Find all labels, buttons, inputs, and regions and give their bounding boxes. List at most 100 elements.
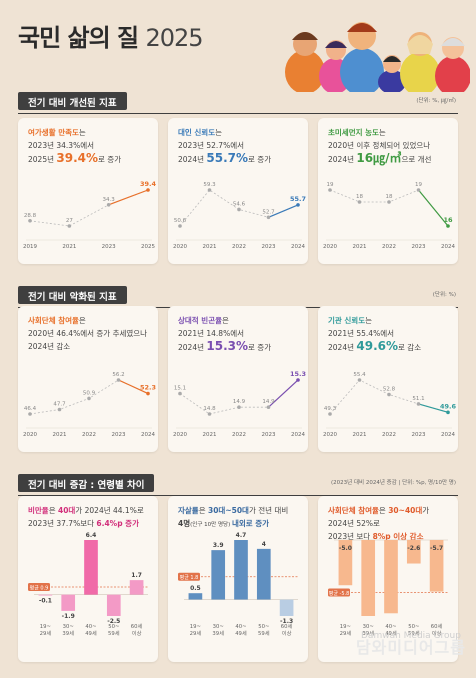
volunteer-label: 사회단체 참여율 [328,506,379,515]
improved-unit: (단위: %, ㎍/㎥) [416,98,456,104]
card-isolation-text: 상대적 빈곤율은 2021년 14.8%에서 2024년 15.3%로 증가 [178,314,314,354]
card-institution-text: 기관 신뢰도는 2021년 55.4%에서 2024년 49.6%로 감소 [328,314,464,354]
worsened-section-header: 전기 대비 악화된 지표 [18,286,457,308]
series-line [329,379,449,415]
bar [234,540,248,600]
leisure-label-suffix: 는 [78,128,86,137]
improved-section-header: 전기 대비 개선된 지표 [18,92,457,114]
data-label: 46.4 [24,406,37,412]
x-tick-label: 2025 [141,244,155,250]
x-tick-label: 39세 [62,629,74,637]
average-badge [178,572,200,581]
data-point [106,203,111,207]
trust-line3-prefix: 2024년 [178,155,207,164]
data-label: 52.8 [383,386,396,392]
data-label: 55.4 [353,372,366,378]
data-point [357,378,362,382]
worsened-section-title: 전기 대비 악화된 지표 [28,292,117,303]
bar-value-label: 4 [262,541,266,548]
bar [38,594,53,596]
series-line-highlight [418,403,449,413]
data-label: 52.3 [140,384,156,392]
x-tick-label: 2022 [232,244,246,250]
data-label: 39.4 [140,180,157,188]
bar-value-label: -1.9 [62,613,75,620]
institution-line3-prefix: 2024년 [328,343,357,352]
data-label: 15.1 [174,386,186,392]
x-tick-label: 2020 [173,432,187,438]
data-label: 50.6 [174,218,187,224]
x-tick-label: 50~ [258,624,269,630]
gloom-t1b: 은 [48,506,58,515]
bar-value-label: 3.9 [213,542,224,549]
series-line-highlight [118,379,149,395]
bar-value-label: 6.4 [86,532,97,539]
bar [211,550,226,600]
x-tick-label: 49세 [85,629,97,637]
dust-line3-prefix: 2024년 [328,155,357,164]
bar-value-label: 1.7 [131,572,142,579]
dust-label-suffix: 는 [378,128,386,137]
x-tick-label: 2024 [441,244,455,250]
data-point [387,200,391,204]
x-tick-label: 2023 [102,244,116,250]
x-tick-label: 49세 [385,629,397,637]
data-point [416,402,421,406]
card-gloom-text: 비만율은 40대가 2024년 44.1%로 2023년 37.7%보다 6.4… [28,504,164,530]
chart-trust: 50.6 2020 59.3 2021 54.6 2022 52.7 2023 55.7 2024 [173,182,306,250]
x-tick-label: 2023 [262,432,276,438]
data-point [357,200,362,204]
isolation-label-suffix: 은 [222,316,229,325]
x-tick-label: 2024 [291,244,305,250]
card-dust: 초미세먼지 농도는 2020년 이후 정체되어 있었으나 2024년 16㎍/㎥… [318,118,458,264]
bar-value-label: -5.0 [339,545,352,552]
x-tick-label: 2020 [323,244,337,250]
x-tick-label: 30~ [63,624,74,630]
x-tick-label: 2021 [203,432,217,438]
card-leisure-text: 여가생활 만족도는 2023년 34.3%에서 2025년 39.4%로 증가 [28,126,164,166]
bar-value-label: -0.1 [39,598,52,605]
suicide-count: 4명 [178,519,191,528]
institution-line2: 2021년 55.4%에서 [328,329,394,338]
x-tick-label: 2020 [173,244,187,250]
data-point [237,405,241,409]
social-label: 사회단체 참여율 [28,316,79,325]
suicide-t1d: 가 전년 대비 [248,506,289,515]
suicide-increase: 내외로 증가 [231,519,270,528]
x-tick-label: 2020 [323,432,337,438]
x-tick-label: 30~ [363,624,374,630]
data-label: 19 [327,182,334,188]
card-suicide: 자살률은 30대~50대가 전년 대비 4명(인구 10만 명당) 내외로 증가… [168,496,308,662]
leisure-line3-suffix: 로 증가 [98,155,122,164]
dust-line2: 2020년 이후 정체되어 있었으나 [328,141,431,150]
gloom-label: 비만율 [28,506,49,515]
isolation-line3-suffix: 로 증가 [248,343,272,352]
data-point [266,405,271,409]
bar [429,540,444,592]
x-tick-label: 2022 [82,432,96,438]
data-point [146,391,150,396]
age-section-title: 전기 대비 증감 : 연령별 차이 [28,480,145,491]
data-point [146,188,150,192]
x-tick-label: 50~ [108,624,119,630]
leisure-line2: 2023년 34.3%에서 [28,141,94,150]
bar [106,594,121,616]
bar-value-label: -5.7 [430,545,443,552]
chart-suicide: 평균 1.8 0.5 19~29세 3.9 30~39세 4.7 40~49세 4 50~59세… [178,532,298,637]
data-label: 56.2 [112,372,124,378]
x-tick-label: 2024 [441,432,455,438]
people-illustration [270,2,470,92]
data-label: 50.9 [83,390,96,396]
card-institution: 기관 신뢰도는 2021년 55.4%에서 2024년 49.6%로 감소 49… [318,306,458,452]
trust-label-suffix: 는 [215,128,223,137]
dust-label: 초미세먼지 농도 [328,128,379,137]
institution-line3-suffix: 로 감소 [398,343,422,352]
average-label: 평균 0.9 [30,584,49,591]
series-line-highlight [108,189,149,206]
card-volunteer-text: 사회단체 참여율은 30~40대가 2024년 52%로 2023년 보다 8%… [328,504,464,543]
bar [84,540,98,595]
leisure-value: 39.4% [56,151,99,165]
bar-value-label: 4.7 [236,532,247,539]
average-label: 평균 -5.8 [329,590,350,597]
bar [384,540,398,614]
